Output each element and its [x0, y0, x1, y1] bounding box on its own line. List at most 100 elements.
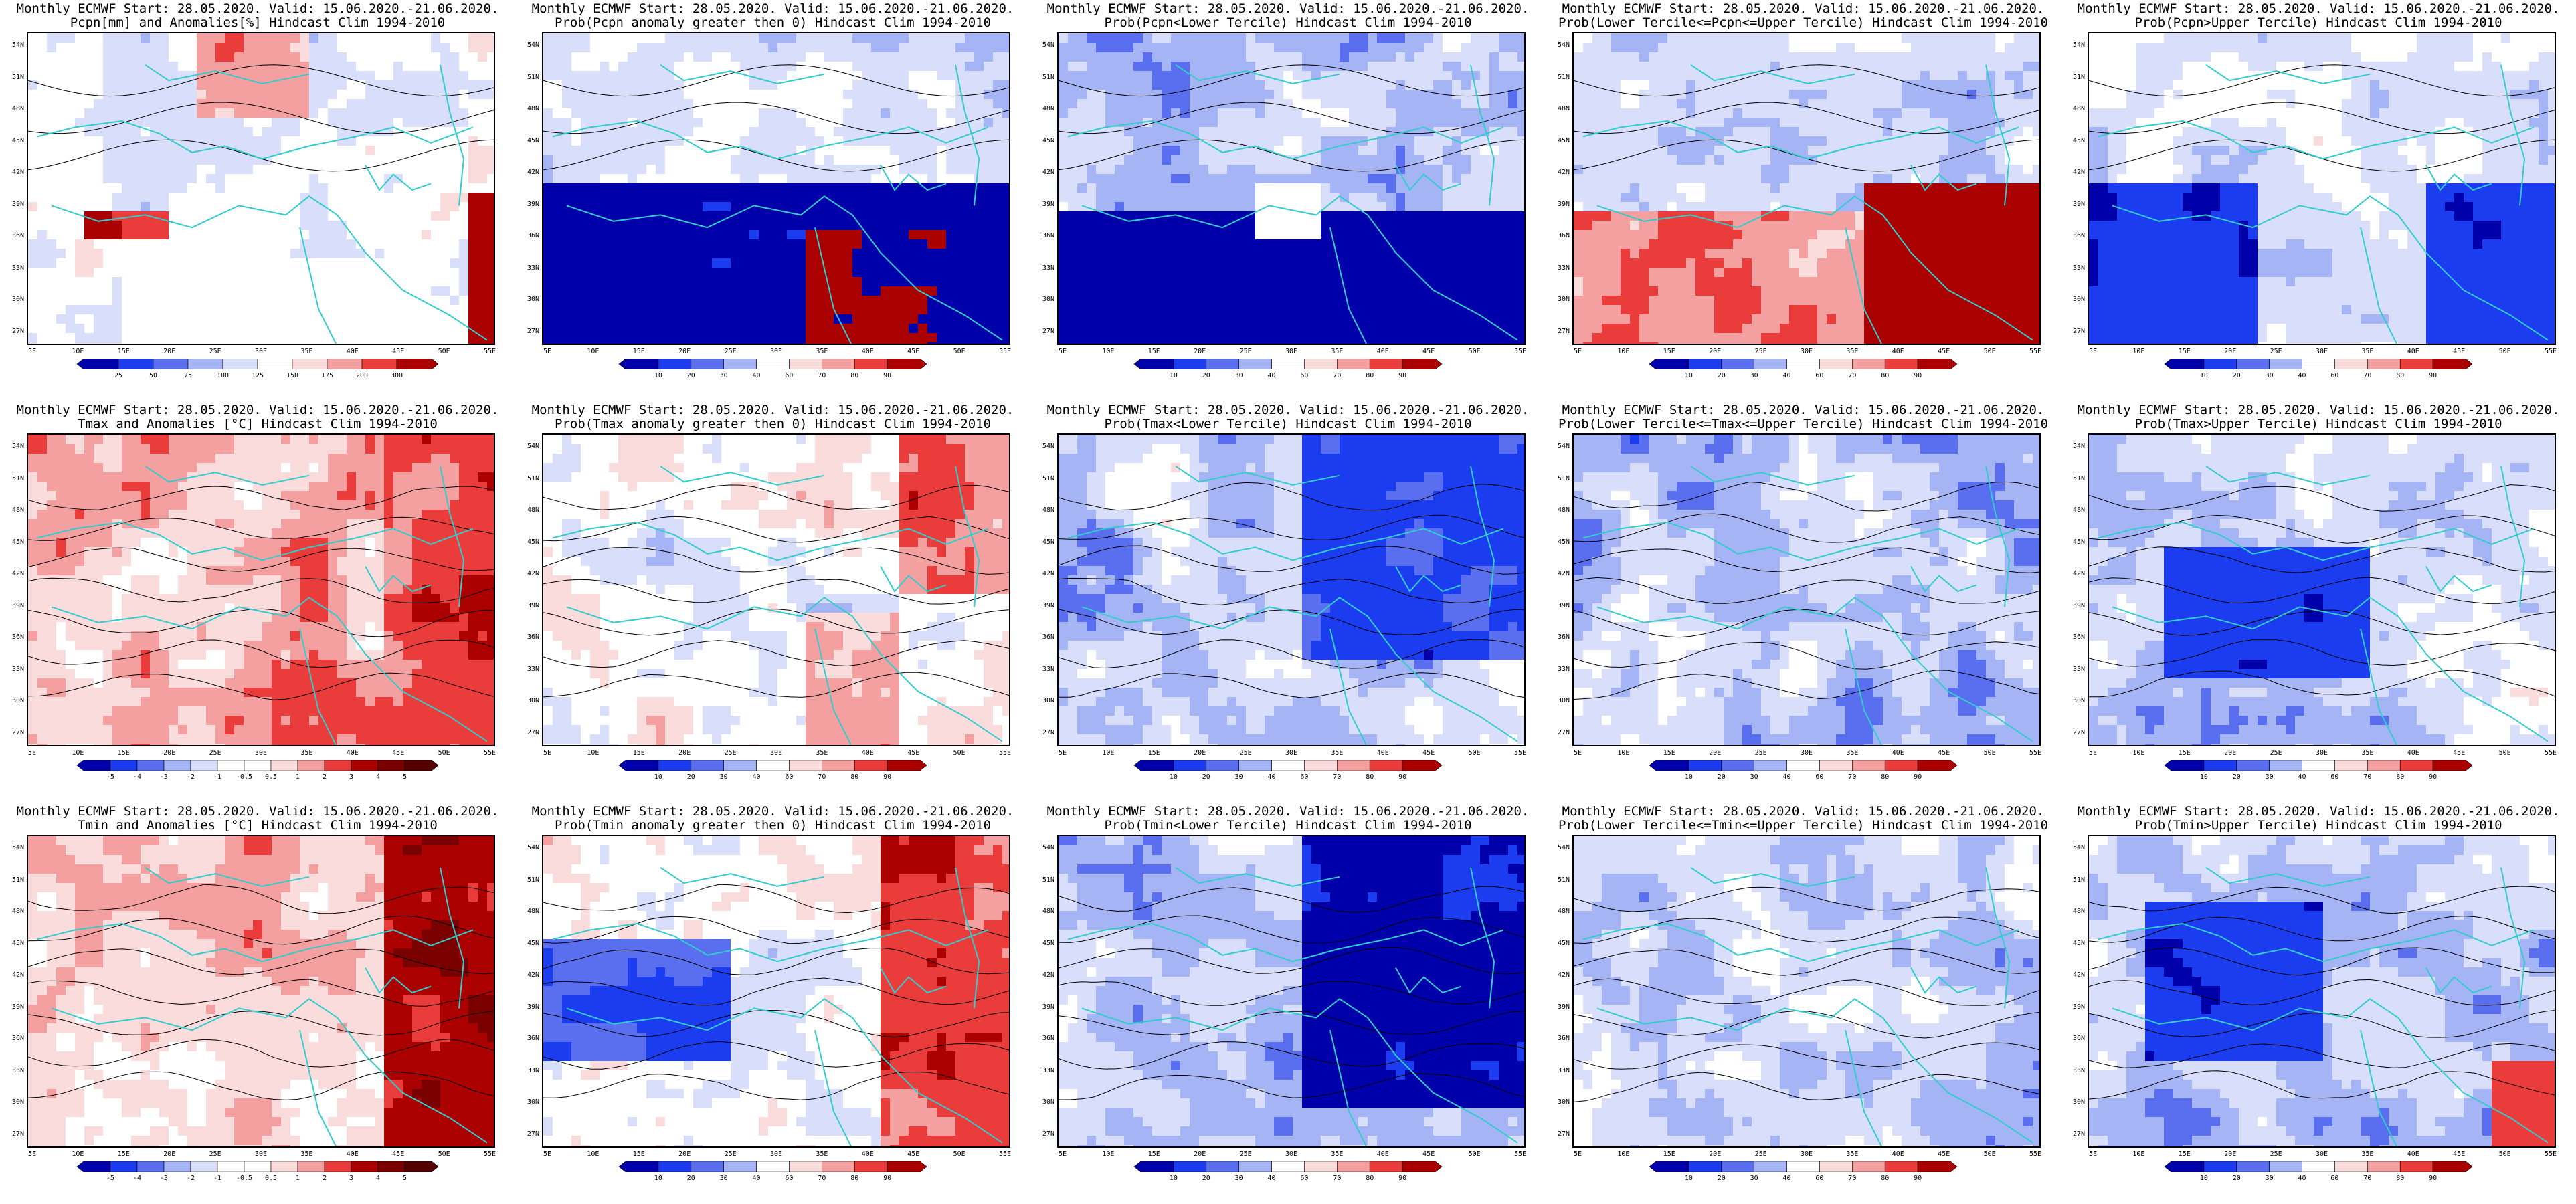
colorbar-tick-label: 30 [2266, 372, 2274, 379]
longitude-label: 10E [72, 749, 84, 757]
latitude-label: 30N [12, 1098, 24, 1106]
colorbar-tick-label: 40 [2298, 1175, 2306, 1182]
map-area [1057, 835, 1526, 1148]
longitude-label: 25E [1240, 1150, 1252, 1158]
longitude-label: 55E [2029, 1150, 2041, 1158]
colorbar-swatch [77, 1161, 111, 1172]
latitude-label: 36N [1558, 1035, 1570, 1042]
latitude-label: 27N [2073, 1130, 2085, 1138]
longitude-label: 5E [1574, 1150, 1582, 1158]
colorbar-swatch [1271, 760, 1305, 771]
colorbar-swatch [327, 359, 363, 369]
longitude-label: 15E [118, 1150, 130, 1158]
colorbar-tick-label: 200 [356, 372, 368, 379]
colorbar-tick-label: 20 [1202, 773, 1210, 781]
colorbar-swatch [351, 1161, 379, 1172]
colorbar-tick-label: 80 [850, 1175, 858, 1182]
latitude-label: 54N [1558, 41, 1570, 49]
shaded-field [543, 33, 1009, 344]
longitude-label: 10E [1102, 348, 1114, 355]
colorbar-swatch [163, 1161, 191, 1172]
longitude-label: 50E [953, 749, 965, 757]
longitude-label: 45E [2453, 749, 2465, 757]
panel-title-line1: Monthly ECMWF Start: 28.05.2020. Valid: … [2061, 804, 2576, 819]
latitude-label: 33N [2073, 264, 2085, 272]
colorbar-swatch [361, 359, 397, 369]
colorbar-swatch [377, 760, 405, 771]
colorbar-tick-label: 30 [1750, 773, 1758, 781]
colorbar-tick-label: 30 [1750, 1175, 1758, 1182]
latitude-label: 48N [1558, 105, 1570, 112]
panel-title-line2: Prob(Tmax anomaly greater then 0) Hindca… [515, 417, 1030, 431]
map-panel-tmin-prob-gt0: Monthly ECMWF Start: 28.05.2020. Valid: … [515, 803, 1030, 1204]
longitude-label: 15E [1663, 348, 1675, 355]
colorbar-tick-label: 2 [323, 773, 327, 781]
latitude-label: 48N [12, 105, 24, 112]
colorbar-swatch [1238, 1161, 1272, 1172]
longitude-label: 35E [2361, 348, 2373, 355]
colorbar-tick-label: 60 [1300, 372, 1308, 379]
colorbar-tick-label: 20 [1718, 773, 1726, 781]
colorbar-tick-label: 70 [2363, 1175, 2371, 1182]
colorbar-tick-label: 50 [149, 372, 157, 379]
longitude-label: 50E [438, 749, 450, 757]
longitude-label: 25E [1755, 749, 1767, 757]
longitude-label: 20E [678, 348, 691, 355]
colorbar-swatch [118, 359, 154, 369]
longitude-label: 35E [1846, 749, 1858, 757]
longitude-label: 25E [1755, 348, 1767, 355]
longitude-label: 15E [633, 1150, 645, 1158]
colorbar-tick-label: 3 [349, 773, 353, 781]
latitude-label: 51N [2073, 74, 2085, 81]
colorbar-swatch [404, 760, 438, 771]
colorbar-tick-label: 40 [2298, 773, 2306, 781]
colorbar-tick-label: 90 [1398, 1175, 1406, 1182]
colorbar-swatch [217, 760, 245, 771]
colorbar-swatch [1754, 1161, 1787, 1172]
longitude-label: 5E [28, 348, 36, 355]
longitude-label: 55E [2029, 749, 2041, 757]
latitude-label: 48N [527, 506, 539, 514]
colorbar-tick-label: 70 [2363, 773, 2371, 781]
colorbar-swatch [789, 760, 822, 771]
colorbar-swatch [190, 1161, 218, 1172]
colorbar-tick-label: 80 [2396, 372, 2404, 379]
latitude-label: 36N [527, 232, 539, 239]
longitude-label: 15E [1663, 749, 1675, 757]
longitude-label: 50E [953, 1150, 965, 1158]
colorbar-tick-label: 70 [2363, 372, 2371, 379]
colorbar-swatch [1721, 359, 1754, 369]
colorbar-swatch [2302, 1161, 2335, 1172]
longitude-label: 40E [862, 348, 874, 355]
longitude-label: 10E [1617, 348, 1629, 355]
map-area [27, 835, 495, 1148]
colorbar-tick-label: 10 [1685, 1175, 1693, 1182]
latitude-label: 42N [1558, 169, 1570, 176]
colorbar-swatch [377, 1161, 405, 1172]
colorbar-swatch [2432, 359, 2472, 369]
latitude-label: 39N [1558, 602, 1570, 609]
latitude-label: 42N [2073, 570, 2085, 577]
panel-title-line2: Prob(Lower Tercile<=Tmin<=Upper Tercile)… [1546, 818, 2061, 833]
latitude-label: 33N [2073, 1067, 2085, 1074]
longitude-label: 30E [2316, 348, 2328, 355]
shaded-field [1059, 33, 1524, 344]
latitude-label: 42N [527, 570, 539, 577]
latitude-label: 36N [12, 232, 24, 239]
latitude-label: 27N [1558, 1130, 1570, 1138]
colorbar-tick-label: 20 [1718, 1175, 1726, 1182]
colorbar-tick-label: -1 [213, 1175, 221, 1182]
colorbar-swatch [2399, 760, 2433, 771]
colorbar-swatch [691, 359, 724, 369]
longitude-label: 25E [725, 1150, 737, 1158]
map-panel-tmax-anom: Monthly ECMWF Start: 28.05.2020. Valid: … [0, 401, 515, 803]
shaded-field [2089, 836, 2555, 1146]
latitude-label: 42N [527, 971, 539, 979]
latitude-label: 33N [1558, 666, 1570, 673]
colorbar-swatch [1304, 1161, 1338, 1172]
colorbar-swatch [2269, 359, 2302, 369]
longitude-label: 20E [678, 749, 691, 757]
longitude-label: 50E [1984, 749, 1996, 757]
colorbar-swatch [887, 760, 927, 771]
colorbar-tick-label: 90 [1914, 1175, 1922, 1182]
